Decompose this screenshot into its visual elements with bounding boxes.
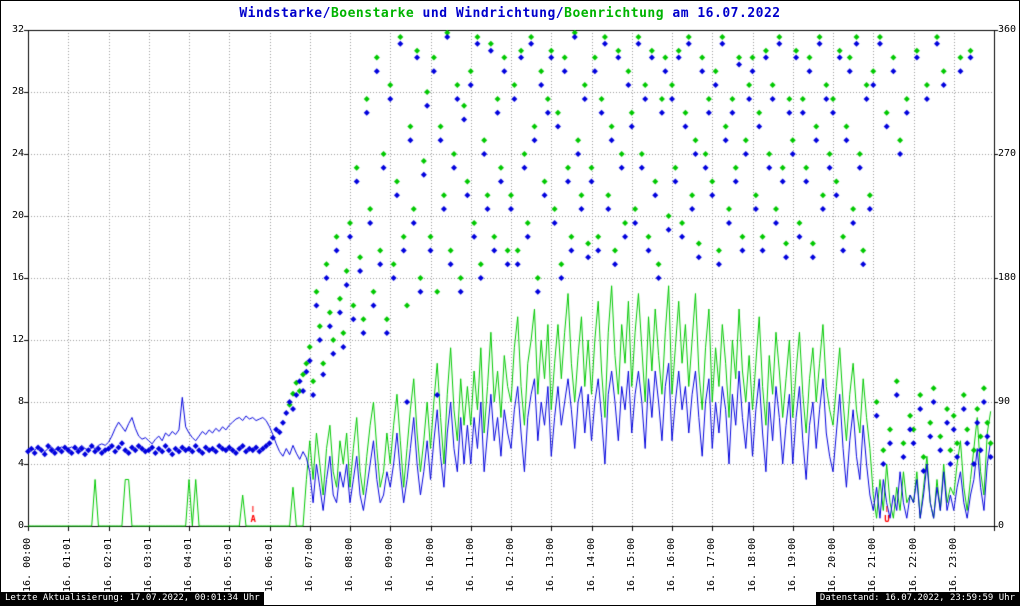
title-segment: am 16.07.2022	[664, 6, 781, 21]
title-segment: Windstarke/	[239, 6, 331, 21]
x-tick-label: 16. 12:00	[505, 538, 517, 592]
x-tick-label: 16. 21:00	[867, 538, 879, 592]
chart-plot-area	[1, 1, 1020, 606]
y-right-tick-label: 0	[998, 520, 1004, 531]
title-segment: Boenrichtung	[564, 6, 664, 21]
x-tick-label: 16. 09:00	[384, 538, 396, 592]
y-left-tick-label: 0	[1, 520, 24, 531]
x-tick-label: 16. 20:00	[827, 538, 839, 592]
wind-chart-page: Windstarke/Boenstarke und Windrichtung/B…	[0, 0, 1020, 606]
x-tick-label: 16. 14:00	[586, 538, 598, 592]
data-state-text: Datenstand: 16.07.2022, 23:59:59 Uhr	[820, 593, 1015, 603]
y-left-tick-label: 8	[1, 396, 24, 407]
y-right-tick-label: 270	[998, 148, 1016, 159]
x-tick-label: 16. 08:00	[344, 538, 356, 592]
y-left-tick-label: 32	[1, 24, 24, 35]
y-right-tick-label: 180	[998, 272, 1016, 283]
y-left-tick-label: 16	[1, 272, 24, 283]
x-tick-label: 16. 05:01	[223, 538, 235, 592]
y-left-tick-label: 4	[1, 458, 24, 469]
y-right-tick-label: 90	[998, 396, 1010, 407]
x-tick-label: 16. 11:00	[465, 538, 477, 592]
x-tick-label: 16. 18:00	[747, 538, 759, 592]
x-tick-label: 16. 17:00	[706, 538, 718, 592]
y-left-tick-label: 20	[1, 210, 24, 221]
x-tick-label: 16. 04:01	[183, 538, 195, 592]
x-tick-label: 16. 00:00	[22, 538, 34, 592]
x-tick-label: 16. 13:00	[545, 538, 557, 592]
y-left-tick-label: 24	[1, 148, 24, 159]
x-tick-label: 16. 22:00	[908, 538, 920, 592]
last-update-bar: Letzte Aktualisierung: 17.07.2022, 00:01…	[1, 592, 264, 605]
x-tick-label: 16. 01:01	[62, 538, 74, 592]
x-tick-label: 16. 16:00	[666, 538, 678, 592]
x-tick-label: 16. 10:00	[425, 538, 437, 592]
y-left-tick-label: 28	[1, 86, 24, 97]
x-tick-label: 16. 15:00	[626, 538, 638, 592]
y-right-tick-label: 360	[998, 24, 1016, 35]
data-state-bar: Datenstand: 16.07.2022, 23:59:59 Uhr	[816, 592, 1019, 605]
x-tick-label: 16. 06:01	[264, 538, 276, 592]
last-update-text: Letzte Aktualisierung: 17.07.2022, 00:01…	[5, 593, 260, 603]
x-tick-label: 16. 23:00	[948, 538, 960, 592]
x-tick-label: 16. 07:00	[304, 538, 316, 592]
x-tick-label: 16. 19:00	[787, 538, 799, 592]
title-segment: Boenstarke	[331, 6, 414, 21]
x-tick-label: 16. 03:01	[143, 538, 155, 592]
y-left-tick-label: 12	[1, 334, 24, 345]
x-tick-label: 16. 02:01	[103, 538, 115, 592]
title-segment: und Windrichtung/	[414, 6, 564, 21]
chart-title: Windstarke/Boenstarke und Windrichtung/B…	[1, 6, 1019, 21]
